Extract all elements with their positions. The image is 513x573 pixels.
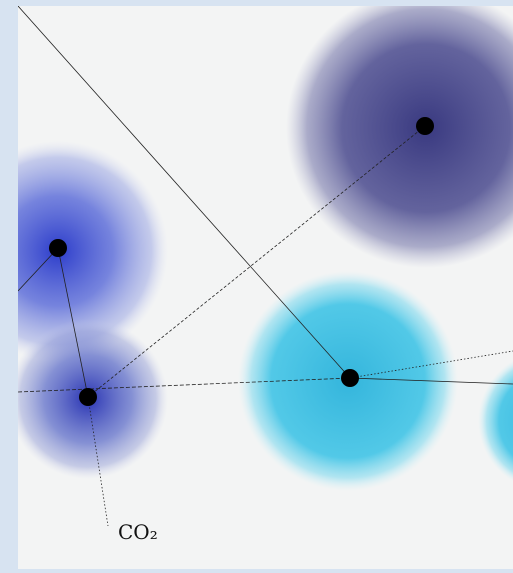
line-blue-to-blue	[57, 247, 89, 398]
co2-label: CO₂	[118, 520, 158, 544]
line-center-to-upperright	[349, 350, 513, 379]
line-topleft-to-center	[18, 6, 351, 379]
blue-cloud-left	[18, 141, 168, 361]
line-purple-to-blue	[87, 125, 426, 398]
connection-lines	[18, 6, 513, 527]
node-dot-blue-lower	[79, 388, 97, 406]
node-dot-purple	[416, 117, 434, 135]
dark-purple-cloud	[286, 6, 513, 268]
diagram-canvas: CO₂	[18, 6, 513, 569]
line-center-to-right	[349, 377, 513, 385]
node-dot-blue-left	[49, 239, 67, 257]
line-blue-to-edge	[18, 247, 59, 292]
cyan-cloud-right	[478, 360, 513, 482]
line-to-co2	[87, 396, 109, 527]
line-left-to-center	[18, 377, 351, 393]
node-dot-cyan-center	[341, 369, 359, 387]
diagram-svg: CO₂	[18, 6, 513, 544]
